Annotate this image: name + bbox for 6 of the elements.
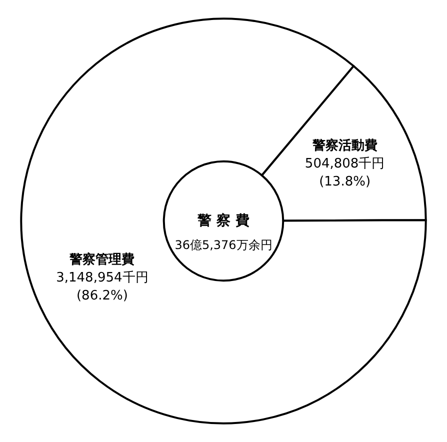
data-label: 504,808千円 (13.8%) [304,156,385,190]
slice-label: 警察管理費 [68,251,135,268]
text: 警 察 費 [196,212,250,229]
text: 36億5,376万余円 [174,238,272,252]
slice-label: 警察活動費 [311,138,378,154]
data-label: 3,148,954千円 (86.2%) [56,270,148,304]
